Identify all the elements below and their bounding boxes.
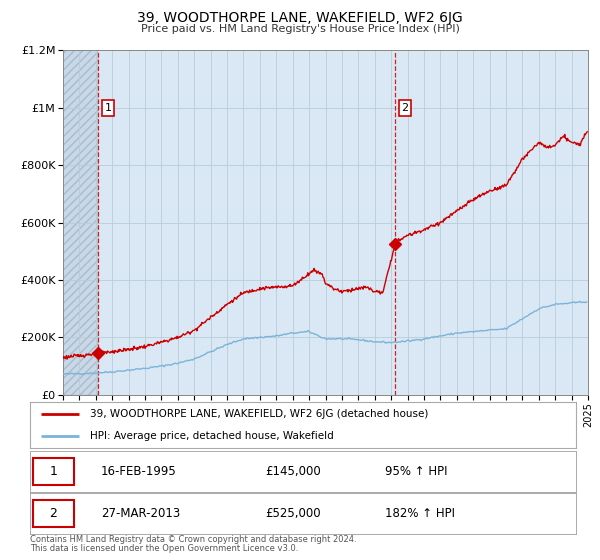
- Text: 182% ↑ HPI: 182% ↑ HPI: [385, 507, 455, 520]
- Text: 39, WOODTHORPE LANE, WAKEFIELD, WF2 6JG (detached house): 39, WOODTHORPE LANE, WAKEFIELD, WF2 6JG …: [90, 409, 428, 419]
- Text: HPI: Average price, detached house, Wakefield: HPI: Average price, detached house, Wake…: [90, 431, 334, 441]
- Text: 1: 1: [49, 465, 57, 478]
- Text: 1: 1: [104, 103, 112, 113]
- Bar: [63, 50, 98, 395]
- Text: Price paid vs. HM Land Registry's House Price Index (HPI): Price paid vs. HM Land Registry's House …: [140, 24, 460, 34]
- Text: £525,000: £525,000: [265, 507, 320, 520]
- Bar: [63, 50, 98, 395]
- Text: 27-MAR-2013: 27-MAR-2013: [101, 507, 180, 520]
- FancyBboxPatch shape: [33, 458, 74, 485]
- Text: Contains HM Land Registry data © Crown copyright and database right 2024.: Contains HM Land Registry data © Crown c…: [30, 535, 356, 544]
- Text: 2: 2: [401, 103, 409, 113]
- Text: 16-FEB-1995: 16-FEB-1995: [101, 465, 177, 478]
- Text: This data is licensed under the Open Government Licence v3.0.: This data is licensed under the Open Gov…: [30, 544, 298, 553]
- Text: 95% ↑ HPI: 95% ↑ HPI: [385, 465, 448, 478]
- FancyBboxPatch shape: [33, 500, 74, 527]
- Text: 2: 2: [49, 507, 57, 520]
- Text: £145,000: £145,000: [265, 465, 320, 478]
- Text: 39, WOODTHORPE LANE, WAKEFIELD, WF2 6JG: 39, WOODTHORPE LANE, WAKEFIELD, WF2 6JG: [137, 11, 463, 25]
